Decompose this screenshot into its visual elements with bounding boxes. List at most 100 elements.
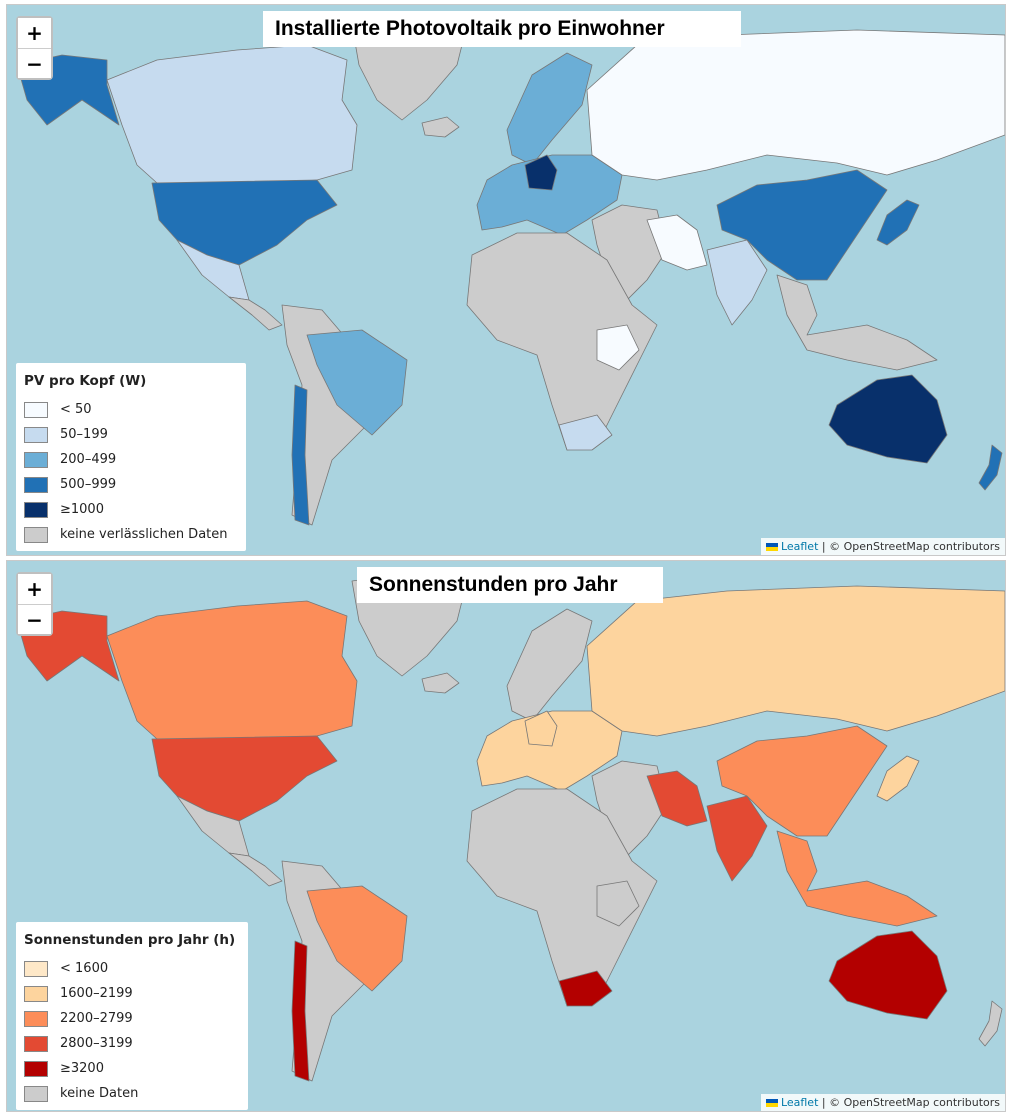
- legend-item: 2800–3199: [24, 1031, 238, 1056]
- legend-item: < 50: [24, 397, 236, 422]
- legend-title: Sonnenstunden pro Jahr (h): [24, 932, 236, 948]
- legend-label: < 1600: [60, 961, 109, 976]
- legend-label: ≥3200: [60, 1061, 104, 1076]
- region-brazil: [306, 885, 408, 992]
- legend-item: ≥1000: [24, 497, 236, 522]
- pv-map-panel[interactable]: Installierte Photovoltaik pro Einwohner …: [6, 4, 1006, 556]
- attribution-separator: |: [818, 540, 830, 553]
- region-south-africa: [558, 414, 613, 451]
- zoom-in-button[interactable]: +: [18, 18, 51, 48]
- legend-swatch: [24, 1085, 48, 1102]
- region-russia: [586, 29, 1005, 181]
- region-chile: [291, 940, 310, 1082]
- region-africa: [466, 788, 658, 1007]
- region-central-america: [228, 296, 283, 331]
- region-africa: [466, 232, 658, 451]
- leaflet-link[interactable]: Leaflet: [780, 1096, 819, 1109]
- region-iran: [646, 214, 708, 271]
- legend-label: 1600–2199: [60, 986, 133, 1001]
- legend-label: keine verlässlichen Daten: [60, 527, 228, 542]
- region-brazil: [306, 329, 408, 436]
- region-chile: [291, 384, 310, 526]
- legend-label: 2200–2799: [60, 1011, 133, 1026]
- legend-label: ≥1000: [60, 502, 104, 517]
- zoom-in-button[interactable]: +: [18, 574, 51, 604]
- zoom-control: + −: [16, 572, 53, 636]
- map-attribution: Leaflet | © OpenStreetMap contributors: [760, 538, 1005, 555]
- legend-swatch: [24, 401, 48, 418]
- legend-label: 2800–3199: [60, 1036, 133, 1051]
- region-new-zealand: [978, 444, 1003, 491]
- region-central-america: [228, 852, 283, 887]
- legend-item: 500–999: [24, 472, 236, 497]
- legend-swatch: [24, 960, 48, 977]
- region-russia: [586, 585, 1005, 737]
- legend-swatch: [24, 501, 48, 518]
- region-usa: [151, 735, 338, 822]
- region-china: [716, 725, 888, 837]
- pv-world-map[interactable]: [7, 5, 1005, 555]
- legend-swatch: [24, 985, 48, 1002]
- region-india: [706, 795, 768, 882]
- region-scandinavia: [506, 52, 593, 166]
- region-southeast-asia: [776, 274, 938, 371]
- legend-swatch: [24, 476, 48, 493]
- region-north-america: [106, 600, 358, 740]
- region-europe-main: [476, 710, 623, 792]
- region-europe-main: [476, 154, 623, 236]
- sunshine-map-panel[interactable]: Sonnenstunden pro Jahr + − Sonnenstunden…: [6, 560, 1006, 1112]
- legend-swatch: [24, 1060, 48, 1077]
- ukraine-flag-icon: [765, 1099, 778, 1107]
- region-southeast-asia: [776, 830, 938, 927]
- legend-label: keine Daten: [60, 1086, 139, 1101]
- map-title: Sonnenstunden pro Jahr: [357, 567, 663, 603]
- sunshine-world-map[interactable]: [7, 561, 1005, 1111]
- legend-item: ≥3200: [24, 1056, 238, 1081]
- legend-label: 500–999: [60, 477, 117, 492]
- region-japan: [876, 199, 920, 246]
- zoom-control: + −: [16, 16, 53, 80]
- zoom-out-button[interactable]: −: [18, 604, 51, 634]
- region-iran: [646, 770, 708, 827]
- region-iceland: [421, 672, 460, 694]
- region-australia: [828, 374, 948, 464]
- legend-item: < 1600: [24, 956, 238, 981]
- region-usa: [151, 179, 338, 266]
- legend-item: 1600–2199: [24, 981, 238, 1006]
- attribution-credit: © OpenStreetMap contributors: [829, 1096, 1000, 1109]
- leaflet-link[interactable]: Leaflet: [780, 540, 819, 553]
- map-title: Installierte Photovoltaik pro Einwohner: [263, 11, 741, 47]
- region-north-america: [106, 44, 358, 184]
- legend-swatch: [24, 426, 48, 443]
- legend-swatch: [24, 451, 48, 468]
- legend-item: keine verlässlichen Daten: [24, 522, 236, 547]
- ukraine-flag-icon: [765, 543, 778, 551]
- legend-swatch: [24, 1010, 48, 1027]
- region-ethiopia: [596, 324, 640, 371]
- region-iceland: [421, 116, 460, 138]
- map-legend: PV pro Kopf (W) < 50 50–199 200–499 500–…: [16, 363, 246, 551]
- region-china: [716, 169, 888, 281]
- legend-swatch: [24, 526, 48, 543]
- region-germany: [524, 710, 558, 747]
- legend-label: 50–199: [60, 427, 108, 442]
- legend-item: 2200–2799: [24, 1006, 238, 1031]
- attribution-credit: © OpenStreetMap contributors: [829, 540, 1000, 553]
- region-south-africa: [558, 970, 613, 1007]
- attribution-separator: |: [818, 1096, 830, 1109]
- region-japan: [876, 755, 920, 802]
- region-ethiopia: [596, 880, 640, 927]
- legend-item: keine Daten: [24, 1081, 238, 1106]
- region-new-zealand: [978, 1000, 1003, 1047]
- region-germany: [524, 154, 558, 191]
- map-legend: Sonnenstunden pro Jahr (h) < 1600 1600–2…: [16, 922, 248, 1110]
- legend-swatch: [24, 1035, 48, 1052]
- map-attribution: Leaflet | © OpenStreetMap contributors: [760, 1094, 1005, 1111]
- legend-label: < 50: [60, 402, 92, 417]
- zoom-out-button[interactable]: −: [18, 48, 51, 78]
- region-scandinavia: [506, 608, 593, 722]
- region-india: [706, 239, 768, 326]
- region-australia: [828, 930, 948, 1020]
- legend-label: 200–499: [60, 452, 117, 467]
- legend-item: 200–499: [24, 447, 236, 472]
